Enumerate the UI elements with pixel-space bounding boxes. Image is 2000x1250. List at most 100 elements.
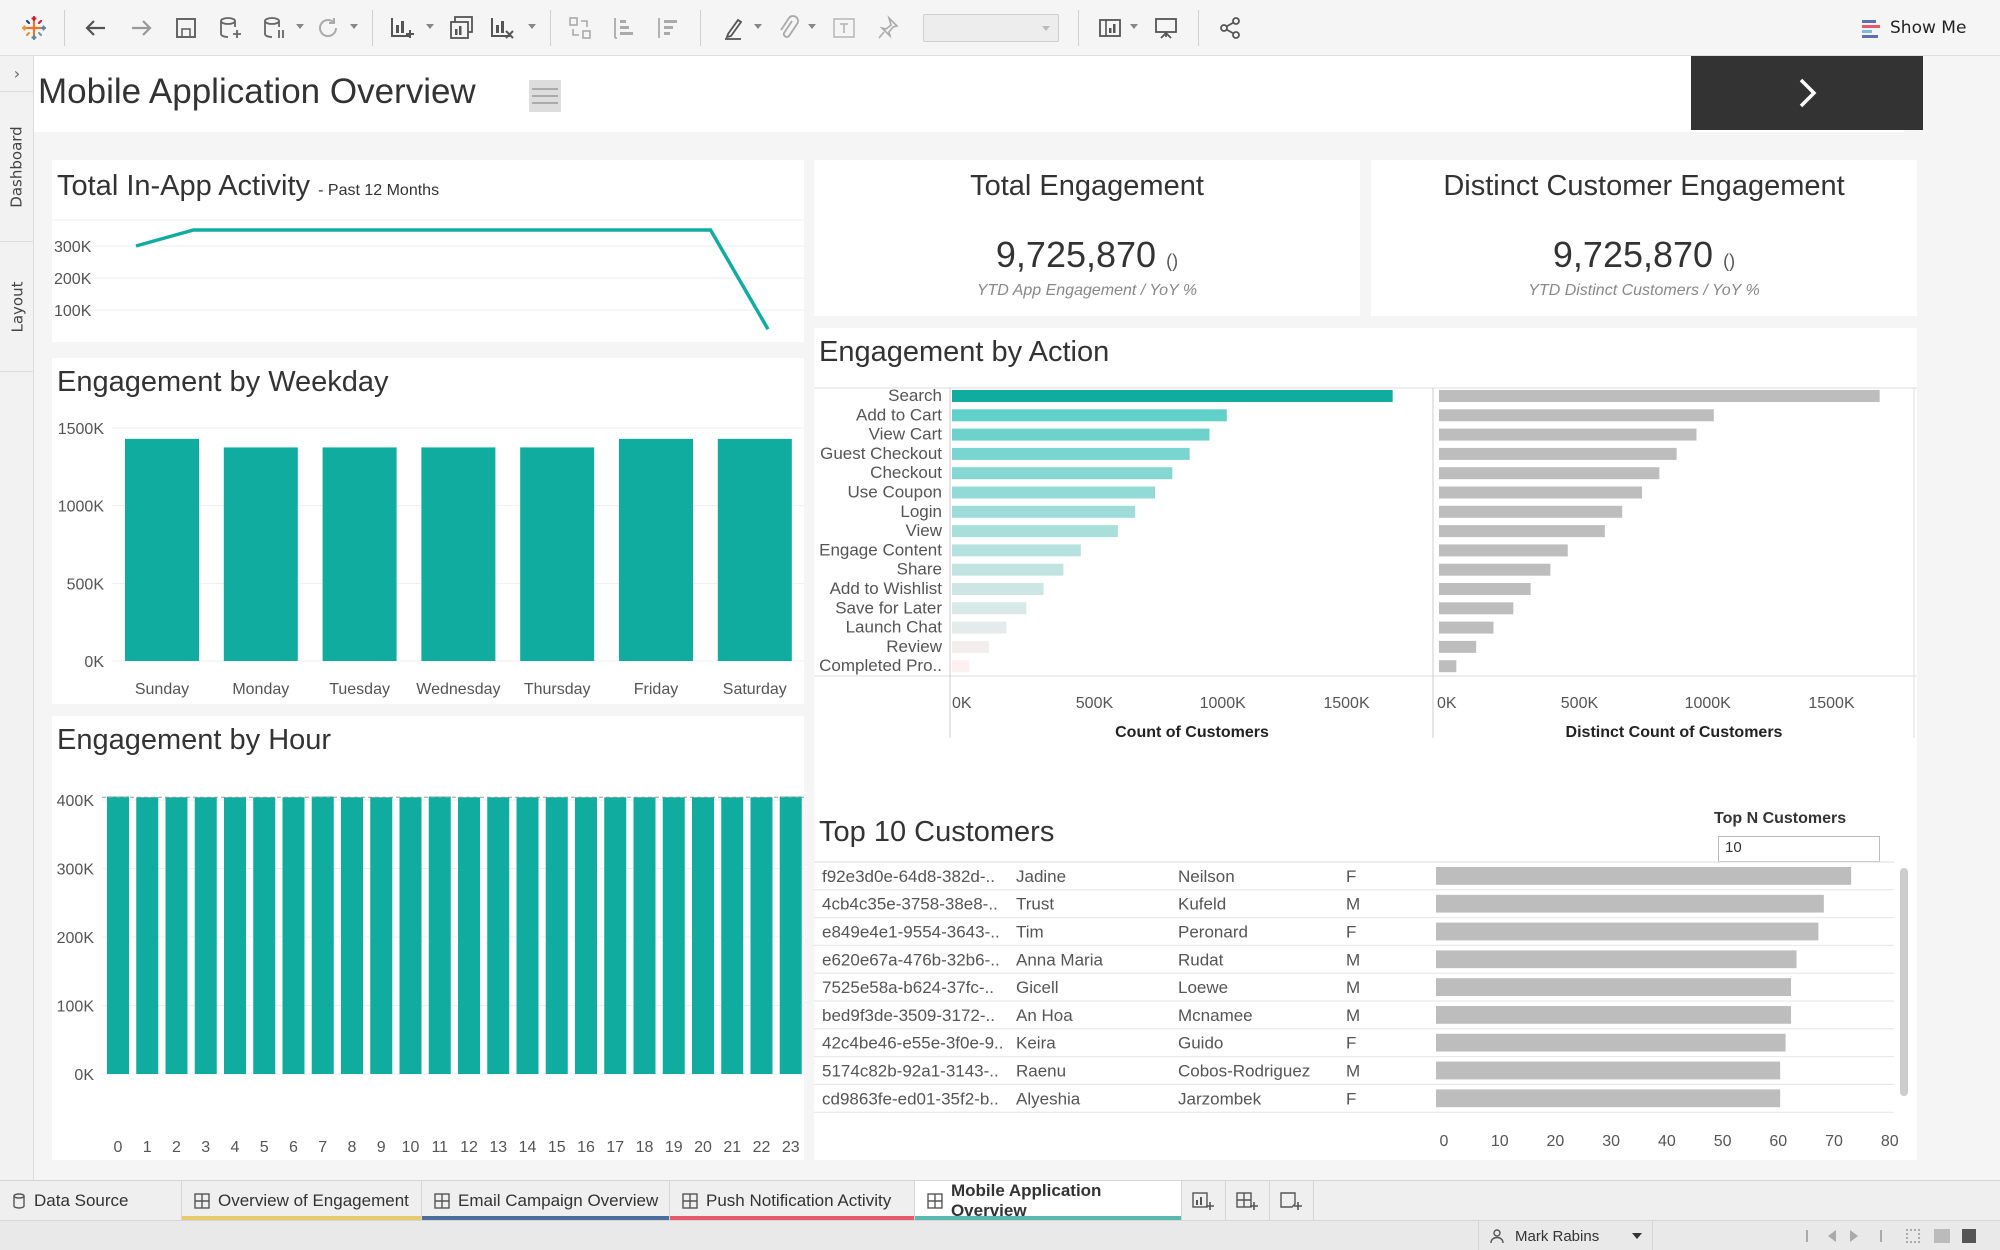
expand-panel-button[interactable]: › <box>0 56 34 92</box>
top-customers-table[interactable]: f92e3d0e-64d8-382d-.. Jadine Neilson F 4cb4c… <box>814 750 1917 1160</box>
x-tick-label: 17 <box>606 1139 624 1156</box>
x-axis-title: Distinct Count of Customers <box>1566 724 1783 741</box>
first-sheet-icon[interactable] <box>1806 1230 1816 1242</box>
tab-view-icon[interactable] <box>1962 1229 1976 1243</box>
tab-data-source[interactable]: Data Source <box>0 1181 182 1221</box>
activity-line-chart[interactable]: 100K 200K 300K <box>52 160 804 342</box>
x-tick-label: 23 <box>782 1139 800 1156</box>
chevron-right-icon <box>1799 78 1817 108</box>
hour-bar <box>721 797 744 1074</box>
sort-descending-icon[interactable] <box>652 12 684 44</box>
top-n-input[interactable]: 10 <box>1718 836 1880 862</box>
pin-icon[interactable] <box>872 12 904 44</box>
swap-icon[interactable] <box>564 12 596 44</box>
presentation-icon[interactable] <box>1150 12 1182 44</box>
customer-gender: F <box>1346 923 1356 942</box>
group-icon[interactable] <box>772 12 804 44</box>
action-bar-count <box>952 621 1007 634</box>
hour-bar <box>428 796 451 1074</box>
tab-mobile-application-overview[interactable]: Mobile Application Overview <box>915 1181 1182 1221</box>
tableau-logo-icon[interactable] <box>18 12 50 44</box>
show-cards-icon[interactable] <box>1094 12 1126 44</box>
x-tick-label: 15 <box>548 1139 566 1156</box>
customer-last-name: Cobos-Rodriguez <box>1178 1062 1310 1081</box>
highlight-icon[interactable] <box>718 12 750 44</box>
menu-icon[interactable] <box>529 80 561 112</box>
label-icon[interactable] <box>828 12 860 44</box>
action-bar-count <box>952 505 1136 518</box>
weekday-bar <box>619 438 693 661</box>
action-bar-distinct <box>1439 505 1623 518</box>
side-tab-layout[interactable]: Layout <box>0 242 34 372</box>
new-dashboard-tab-button[interactable] <box>1226 1181 1270 1221</box>
save-icon[interactable] <box>170 12 202 44</box>
side-tab-dashboard[interactable]: Dashboard <box>0 92 34 242</box>
x-tick-label: 80 <box>1881 1133 1899 1150</box>
hour-bar <box>136 797 159 1074</box>
customer-bar <box>1436 894 1824 913</box>
scrollbar-thumb <box>1900 868 1908 1096</box>
grid-view-icon[interactable] <box>1906 1229 1920 1243</box>
dashboard-icon <box>682 1193 698 1209</box>
hour-bar <box>282 797 305 1074</box>
new-worksheet-tab-button[interactable] <box>1182 1181 1226 1221</box>
x-tick-label: 10 <box>1491 1133 1509 1150</box>
next-sheet-icon[interactable] <box>1850 1230 1858 1242</box>
hour-bar <box>692 797 714 1074</box>
weekday-bar-chart[interactable]: 0K 500K 1000K 1500K Sunday Monday Tuesday Wedne… <box>52 358 804 704</box>
top-customers-panel: Top 10 Customers Top N Customers 10 f92e… <box>814 750 1917 1160</box>
top-n-label: Top N Customers <box>1714 810 1847 827</box>
action-bar-count <box>952 563 1064 576</box>
user-menu[interactable]: Mark Rabins <box>1478 1221 1653 1250</box>
x-tick-label: 21 <box>723 1139 741 1156</box>
new-worksheet-icon[interactable] <box>386 12 418 44</box>
customer-first-name: Anna Maria <box>1016 950 1103 969</box>
new-story-tab-button[interactable] <box>1270 1181 1314 1221</box>
new-worksheet-icon <box>1192 1192 1214 1210</box>
action-label: Launch Chat <box>846 618 943 637</box>
x-tick-label: 7 <box>318 1139 327 1156</box>
weekday-bar <box>421 447 496 661</box>
x-tick-label: 30 <box>1602 1133 1620 1150</box>
tab-overview-of-engagement[interactable]: Overview of Engagement <box>182 1181 422 1221</box>
x-tick-label: 0 <box>1440 1133 1449 1150</box>
customer-gender: M <box>1346 978 1360 997</box>
x-tick-label: 0K <box>952 695 972 712</box>
undo-icon[interactable] <box>80 12 112 44</box>
new-data-source-icon[interactable] <box>214 12 246 44</box>
x-tick-label: 16 <box>577 1139 595 1156</box>
customer-id: cd9863fe-ed01-35f2-b.. <box>822 1089 999 1108</box>
hour-bar <box>633 797 656 1074</box>
hour-bar <box>575 797 597 1074</box>
clear-sheet-icon[interactable] <box>486 12 518 44</box>
x-tick-label: 60 <box>1769 1133 1787 1150</box>
dashboard-icon <box>927 1193 943 1209</box>
next-dashboard-button[interactable] <box>1691 56 1923 130</box>
x-tick-label: 500K <box>1561 695 1599 712</box>
filmstrip-view-icon[interactable] <box>1934 1229 1950 1243</box>
x-tick-label: Monday <box>232 681 289 698</box>
pause-updates-icon[interactable] <box>258 12 290 44</box>
tab-push-notification-activity[interactable]: Push Notification Activity <box>670 1181 915 1221</box>
action-bar-distinct <box>1439 447 1677 460</box>
customer-id: 7525e58a-b624-37fc-.. <box>822 978 994 997</box>
prev-sheet-icon[interactable] <box>1828 1230 1836 1242</box>
duplicate-sheet-icon[interactable] <box>446 12 478 44</box>
customer-last-name: Neilson <box>1178 867 1235 886</box>
show-me-button[interactable]: Show Me <box>1860 14 1966 42</box>
share-icon[interactable] <box>1214 12 1246 44</box>
fit-dropdown[interactable] <box>923 14 1059 42</box>
tab-email-campaign-overview[interactable]: Email Campaign Overview <box>422 1181 670 1221</box>
weekday-bar <box>520 447 595 661</box>
action-bar-count <box>952 583 1044 595</box>
refresh-icon[interactable] <box>312 12 344 44</box>
last-sheet-icon[interactable] <box>1872 1230 1882 1242</box>
x-tick-label: 20 <box>1547 1133 1565 1150</box>
sort-ascending-icon[interactable] <box>608 12 640 44</box>
action-label: Engage Content <box>819 540 942 559</box>
y-tick-label: 300K <box>57 862 95 879</box>
customer-last-name: Guido <box>1178 1034 1223 1053</box>
redo-icon[interactable] <box>125 12 157 44</box>
